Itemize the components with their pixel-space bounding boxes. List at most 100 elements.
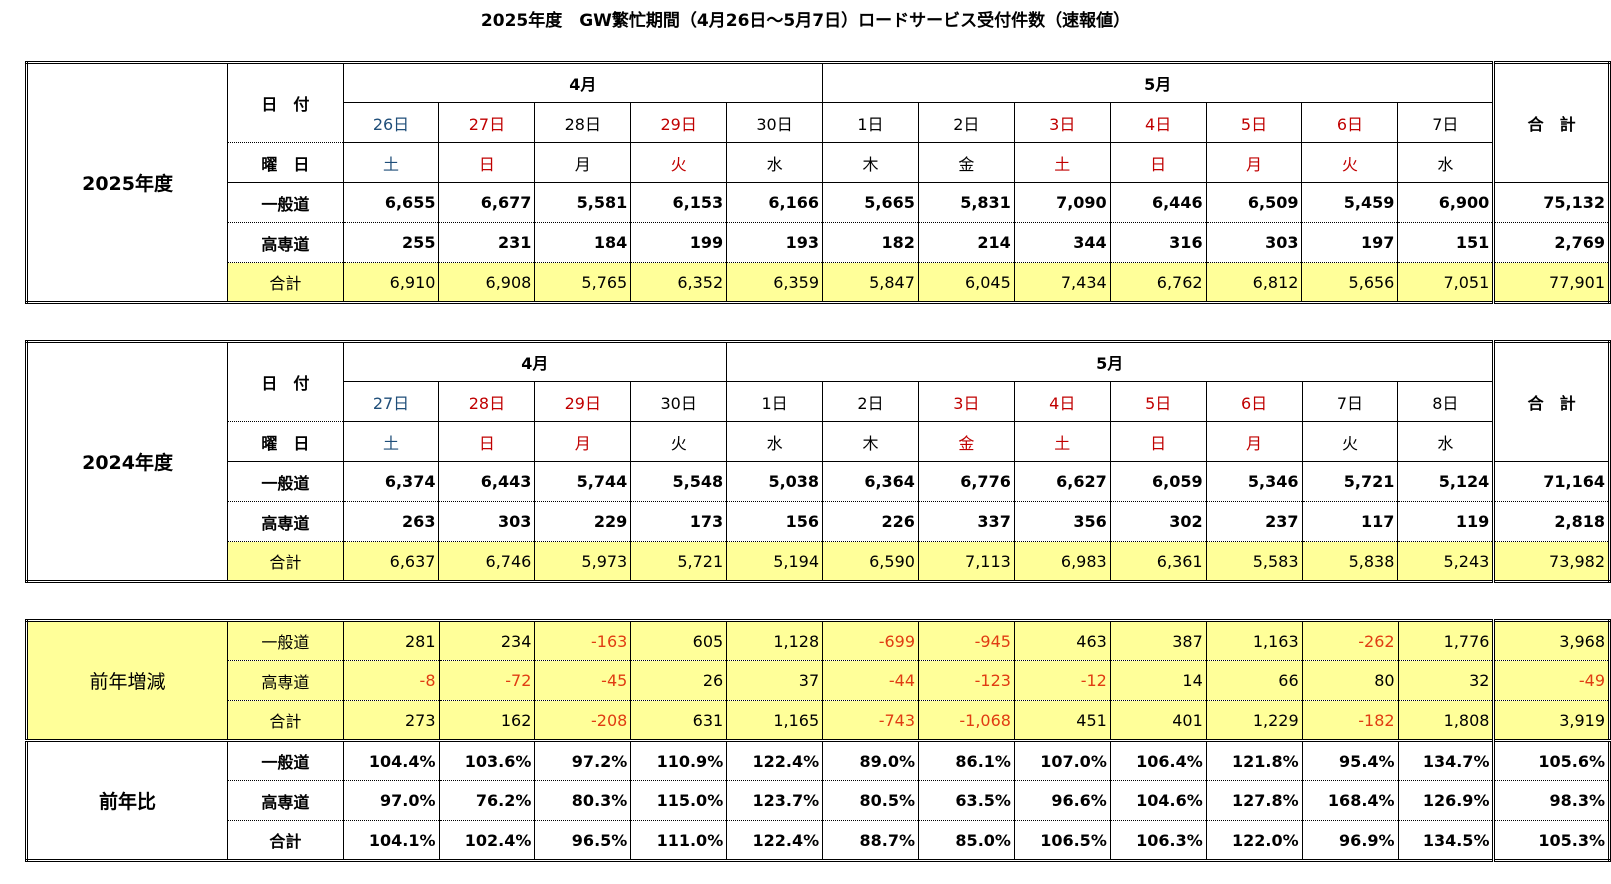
value-cell: 6,443 [438,461,536,502]
value-cell: 6,637 [342,541,440,582]
diff-cell: 66 [1205,660,1303,701]
weekday-cell: 土 [1013,142,1111,183]
total-cell-ippan: 75,132 [1492,182,1610,223]
diff-total-goukei: 3,919 [1492,700,1610,741]
ratio-cell: 63.5% [918,780,1015,821]
value-cell: 156 [726,501,824,542]
row-label-goukei: 合計 [227,262,344,303]
value-cell: 197 [1301,222,1399,263]
date-cell: 4日 [1109,102,1207,143]
ratio-cell: 106.3% [1109,820,1207,861]
value-cell: 5,765 [534,262,632,303]
diff-cell: -743 [822,700,920,741]
table-row: 一般道 6,374 6,443 5,744 5,548 5,038 6,364 6,776 6,… [27,461,1610,502]
ratio-cell: 122.4% [726,820,824,861]
table-row: 高専道 263 303 229 173 156 226 337 356 302 237 117 119 2… [27,501,1610,542]
ratio-cell: 104.6% [1109,780,1207,821]
total-cell-kosen: 2,818 [1492,501,1610,542]
total-header: 合 計 [1492,341,1610,462]
value-cell: 6,590 [822,541,919,582]
header-row-months: 2024年度日 付 4月 5月合 計 [26,341,1610,582]
diff-row: 前年増減 一般道 281 234 -163 605 1,128 -699 -945 463 387 1… [26,620,1610,741]
weekday-cell: 月 [534,421,632,462]
value-cell: 6,762 [1109,262,1207,303]
value-cell: 255 [342,222,440,263]
table-comparison-body: 前年増減 一般道 281 234 -163 605 1,128 -699 -945 463 387 1… [26,620,1610,861]
diff-cell: 463 [1013,620,1111,661]
weekday-cell: 日 [1109,142,1207,183]
weekday-label: 曜 日 [227,421,344,462]
value-cell: 316 [1109,222,1207,263]
year-label: 2025年度 [26,62,229,303]
value-cell: 226 [822,501,919,542]
weekday-cell: 月 [1205,421,1303,462]
month-april: 4月 [342,62,824,103]
value-cell: 5,459 [1301,182,1399,223]
value-cell: 5,744 [534,461,632,502]
ratio-cell: 110.9% [630,739,728,781]
weekday-cell: 土 [342,142,440,183]
value-cell: 6,059 [1109,461,1207,502]
diff-cell: 1,808 [1397,700,1495,741]
value-cell: 173 [630,501,728,542]
table-2025: 2025年度日 付 4月 5月合 計 26日 27日 28日 29日 30日 1日 2日 3日 4日 5… [25,61,1611,304]
value-cell: 6,910 [342,262,440,303]
date-cell: 26日 [342,102,440,143]
diff-cell: 387 [1109,620,1207,661]
diff-cell: 273 [342,700,440,741]
diff-row-label-kosen: 高専道 [227,660,344,701]
ratio-row: 高専道 97.0% 76.2% 80.3% 115.0% 123.7% 80.5% 63.5%… [27,780,1610,821]
value-cell: 6,045 [917,262,1015,303]
diff-total-ippan: 3,968 [1492,620,1610,661]
diff-cell: 451 [1013,700,1111,741]
ratio-cell: 122.4% [726,739,824,781]
date-cell: 28日 [534,102,632,143]
weekday-cell: 木 [822,142,919,183]
row-label-ippan: 一般道 [227,182,344,223]
weekday-cell: 日 [438,421,536,462]
row-label-goukei: 合計 [227,541,344,582]
month-may: 5月 [726,341,1495,382]
header-row-months: 2025年度日 付 4月 5月合 計 [26,62,1610,303]
diff-cell: -44 [822,660,920,701]
value-cell: 193 [726,222,824,263]
ratio-row: 合計 104.1% 102.4% 96.5% 111.0% 122.4% 88.7% 85.0… [27,820,1610,861]
value-cell: 214 [917,222,1015,263]
diff-cell: 1,776 [1397,620,1495,661]
diff-cell: 26 [630,660,728,701]
table-row: 合計 6,637 6,746 5,973 5,721 5,194 6,590 7,113 6,9… [27,541,1610,582]
diff-row-label-goukei: 合計 [227,700,344,741]
date-cell: 3日 [1013,102,1111,143]
month-may: 5月 [822,62,1495,103]
table-2025-body: 2025年度日 付 4月 5月合 計 26日 27日 28日 29日 30日 1日 2日 3日 4日 5… [26,62,1610,303]
diff-cell: -208 [534,700,632,741]
value-cell: 5,838 [1301,541,1399,582]
value-cell: 6,900 [1397,182,1495,223]
total-cell-ippan: 71,164 [1492,461,1610,502]
value-cell: 263 [342,501,440,542]
table-row: 高専道 255 231 184 199 193 182 214 344 316 303 197 151 2… [27,222,1610,263]
value-cell: 7,113 [917,541,1015,582]
date-cell: 27日 [438,102,536,143]
header-row-dates: 26日 27日 28日 29日 30日 1日 2日 3日 4日 5日 6日 7日 [27,102,1610,143]
value-cell: 199 [630,222,728,263]
value-cell: 7,051 [1397,262,1495,303]
diff-row: 合計 273 162 -208 631 1,165 -743 -1,068 451 401 1,22… [27,700,1610,741]
value-cell: 6,509 [1205,182,1303,223]
date-cell: 6日 [1301,102,1399,143]
value-cell: 6,153 [630,182,728,223]
diff-cell: -163 [534,620,632,661]
value-cell: 7,434 [1013,262,1111,303]
value-cell: 6,446 [1109,182,1207,223]
date-cell: 28日 [438,381,536,422]
ratio-cell: 121.8% [1205,739,1303,781]
value-cell: 7,090 [1013,182,1111,223]
ratio-cell: 106.4% [1109,739,1207,781]
ratio-label: 前年比 [26,739,229,861]
weekday-label: 曜 日 [227,142,344,183]
page-title: 2025年度 GW繁忙期間（4月26日～5月7日）ロードサービス受付件数（速報値… [480,11,1131,31]
value-cell: 184 [534,222,632,263]
value-cell: 5,243 [1397,541,1495,582]
diff-cell: -8 [342,660,440,701]
diff-cell: 401 [1109,700,1207,741]
